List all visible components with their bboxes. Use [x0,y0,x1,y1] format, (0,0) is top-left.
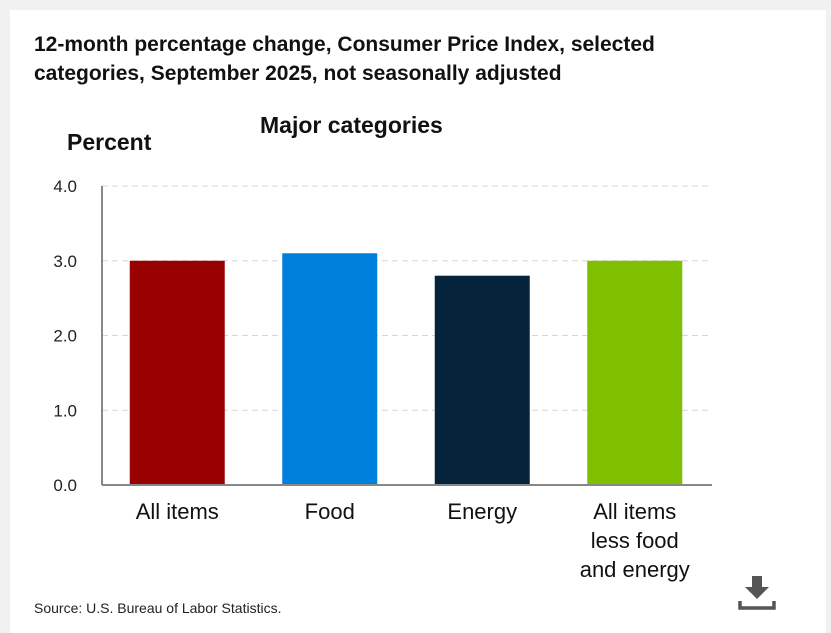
y-tick-label: 0.0 [53,476,77,495]
source-note: Source: U.S. Bureau of Labor Statistics. [34,600,282,616]
x-tick-label: All items [593,499,676,524]
chart-title: 12-month percentage change, Consumer Pri… [34,33,655,85]
bar [129,260,225,485]
x-tick-label: Food [305,499,355,524]
y-tick-label: 3.0 [53,252,77,271]
x-tick-label: Energy [447,499,517,524]
bar [587,260,683,485]
download-icon [738,576,776,610]
y-tick-label: 2.0 [53,327,77,346]
y-axis-label: Percent [67,129,152,155]
bar [434,275,530,485]
bar [282,253,378,485]
x-tick-label: and energy [580,557,690,582]
x-tick-label: All items [136,499,219,524]
chart-subtitle: Major categories [260,112,443,138]
download-button[interactable] [737,574,777,612]
y-tick-label: 4.0 [53,177,77,196]
x-tick-label: less food [591,528,679,553]
y-tick-label: 1.0 [53,401,77,420]
